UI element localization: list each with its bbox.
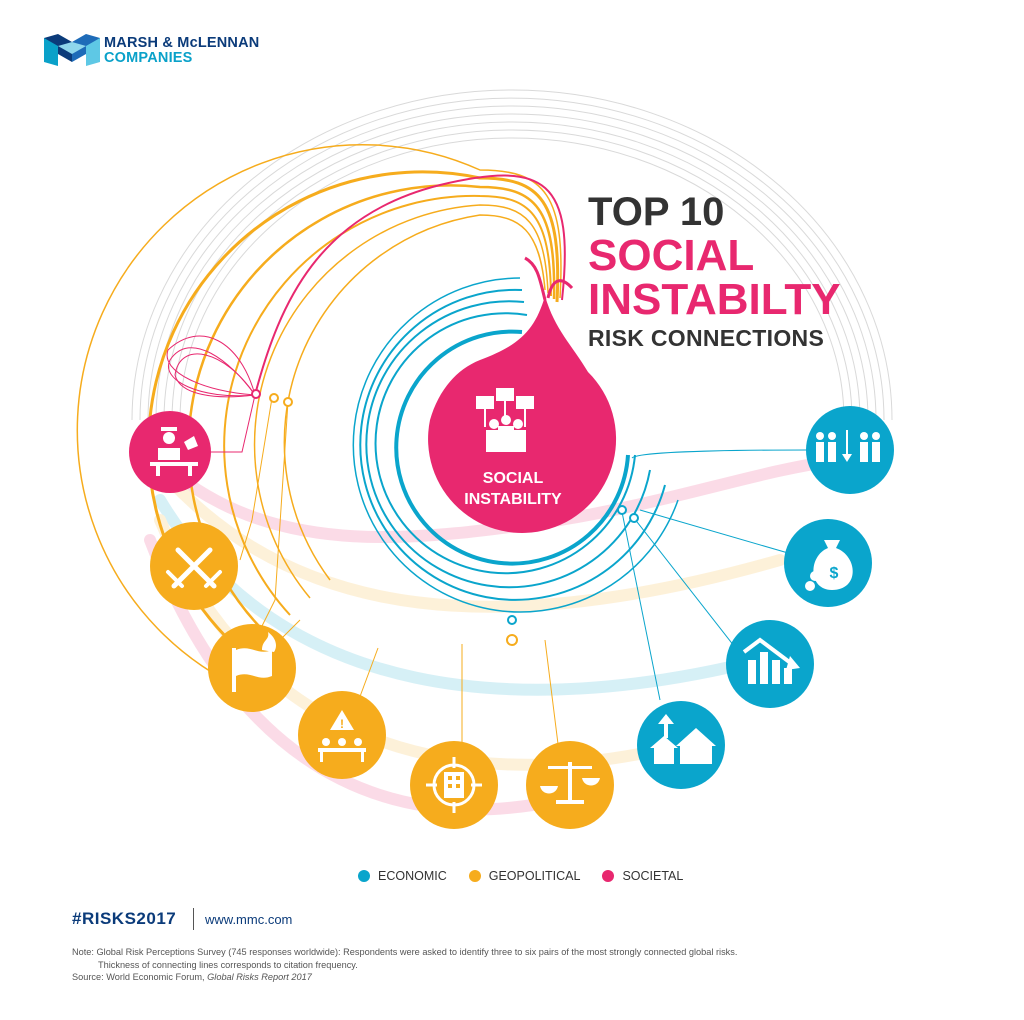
- junction-rings: [251, 389, 639, 646]
- legend-item-economic: ECONOMIC: [358, 869, 447, 883]
- background-arcs: [131, 89, 893, 421]
- node-geopolitical-terrorist-attacks: [410, 741, 498, 829]
- money-bag-icon: [805, 540, 853, 591]
- title-line1: TOP 10: [588, 190, 725, 234]
- logo-line1: MARSH & McLENNAN: [104, 35, 260, 51]
- source-line: Source: World Economic Forum, Global Ris…: [72, 971, 972, 984]
- node-geopolitical-conflict: [150, 522, 238, 610]
- svg-text:$: $: [830, 565, 839, 582]
- node-geopolitical-national-governance: [526, 741, 614, 829]
- node-economic-unemployment: [726, 620, 814, 708]
- center-node-label: SOCIAL INSTABILITY: [420, 468, 606, 510]
- title-block: TOP 10 SOCIAL INSTABILTY RISK CONNECTION…: [588, 190, 841, 354]
- footnote: Note: Global Risk Perceptions Survey (74…: [72, 946, 972, 984]
- note-line1: Note: Global Risk Perceptions Survey (74…: [72, 947, 738, 957]
- center-label-line2: INSTABILITY: [464, 491, 562, 508]
- source-prefix: Source: World Economic Forum,: [72, 972, 208, 982]
- node-economic-fiscal-crises: $: [784, 519, 872, 607]
- falling-bar-chart-icon: [742, 637, 800, 684]
- center-node: [428, 256, 617, 533]
- hashtag: #RISKS2017: [72, 909, 177, 928]
- legend-item-societal: SOCIETAL: [602, 869, 683, 883]
- source-title: Global Risks Report 2017: [207, 972, 312, 982]
- burning-flag-icon: [232, 632, 276, 692]
- protest-icon: [476, 388, 534, 452]
- house-arrow-icon: [650, 714, 716, 764]
- node-economic-inequality: [806, 406, 894, 494]
- meeting-warning-icon: [318, 710, 366, 762]
- title-line3: INSTABILTY: [588, 275, 841, 324]
- societal-arc: [254, 174, 566, 396]
- people-divide-icon: [816, 430, 880, 462]
- node-geopolitical-governance-failure: !: [298, 691, 386, 779]
- building-target-icon: [426, 757, 482, 813]
- node-economic-asset-bubble: [637, 701, 725, 789]
- title-line2: SOCIAL: [588, 231, 755, 280]
- company-logo: [44, 34, 100, 66]
- legend-dot-economic: [358, 870, 370, 882]
- node-societal-interrogation: [129, 411, 211, 493]
- crossed-swords-icon: [166, 547, 222, 589]
- footer-divider: [193, 908, 194, 930]
- legend-dot-geopolitical: [468, 870, 481, 882]
- economic-arcs: [352, 277, 679, 613]
- center-label-line1: SOCIAL: [482, 470, 544, 487]
- legend-label-economic: ECONOMIC: [378, 869, 447, 883]
- legend-label-societal: SOCIETAL: [622, 869, 684, 883]
- societal-loops: [166, 335, 256, 398]
- logo-line2: COMPANIES: [104, 50, 193, 66]
- legend-dot-societal: [602, 870, 615, 882]
- interrogation-icon: [150, 427, 198, 476]
- scales-justice-icon: [540, 762, 600, 804]
- title-line4: RISK CONNECTIONS: [588, 325, 825, 351]
- legend-item-geopolitical: GEOPOLITICAL: [468, 869, 581, 883]
- svg-text:!: !: [340, 717, 344, 731]
- website-link[interactable]: www.mmc.com: [205, 912, 293, 927]
- legend-label-geopolitical: GEOPOLITICAL: [488, 869, 581, 883]
- node-geopolitical-state-collapse: [208, 624, 296, 712]
- company-logo-text: MARSH & McLENNAN COMPANIES: [104, 36, 259, 66]
- legend: ECONOMIC GEOPOLITICAL SOCIETAL: [358, 869, 705, 883]
- note-line2: Thickness of connecting lines correspond…: [98, 959, 358, 970]
